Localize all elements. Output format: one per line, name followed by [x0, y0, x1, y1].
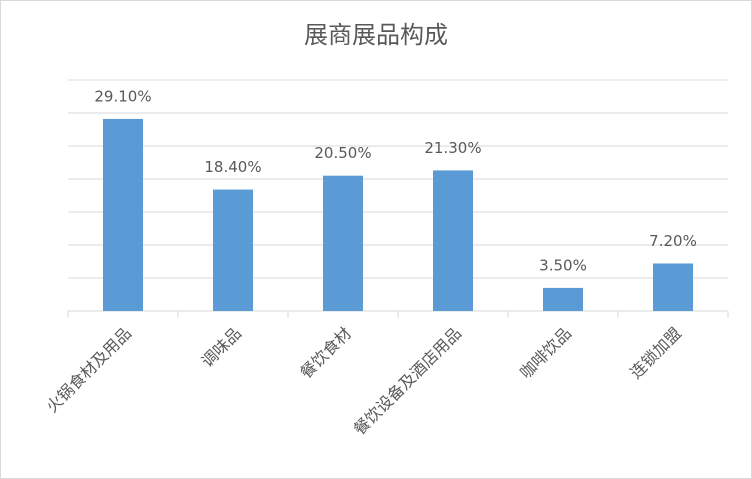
value-label: 20.50%	[314, 144, 371, 162]
value-label: 21.30%	[424, 139, 481, 157]
bar	[213, 189, 253, 311]
bar	[543, 287, 583, 311]
chart-title: 展商展品构成	[304, 21, 448, 49]
value-label: 7.20%	[649, 232, 697, 250]
value-label: 18.40%	[204, 158, 261, 176]
value-label: 3.50%	[539, 256, 587, 274]
value-label: 29.10%	[94, 87, 151, 105]
bar	[323, 175, 363, 311]
bar	[433, 170, 473, 311]
bar	[103, 118, 143, 311]
bar	[653, 263, 693, 311]
